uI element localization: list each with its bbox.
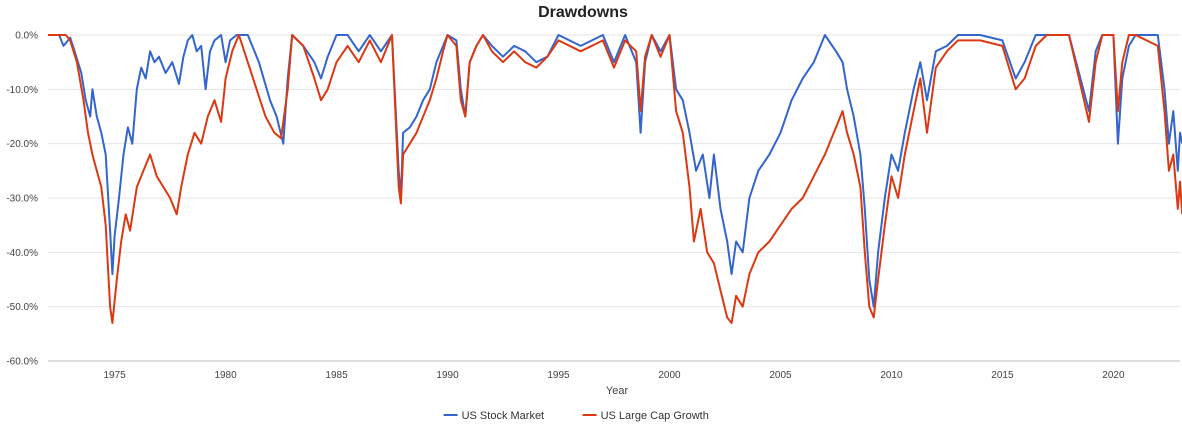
y-axis-tick-labels: 0.0% -10.0% -20.0% -30.0% -40.0% -50.0% -60.0% — [6, 31, 38, 368]
y-tick-label: -10.0% — [6, 85, 38, 96]
legend: US Stock Market US Large Cap Growth — [443, 410, 709, 422]
chart-title: Drawdowns — [538, 4, 628, 21]
x-axis-label: Year — [606, 385, 629, 397]
series-line-us-large-cap-growth — [48, 34, 1182, 324]
x-tick-label: 2010 — [880, 370, 903, 381]
x-tick-label: 1985 — [325, 370, 348, 381]
y-tick-label: -30.0% — [6, 194, 38, 205]
grid-lines — [48, 34, 1180, 308]
y-tick-label: -50.0% — [6, 302, 38, 313]
x-tick-label: 1990 — [436, 370, 459, 381]
series-lines — [48, 34, 1182, 324]
x-tick-label: 1975 — [103, 370, 126, 381]
x-tick-label: 2000 — [658, 370, 681, 381]
x-tick-label: 1980 — [214, 370, 237, 381]
legend-label-us-large-cap-growth: US Large Cap Growth — [601, 410, 709, 422]
x-tick-label: 2005 — [769, 370, 792, 381]
legend-label-us-stock-market: US Stock Market — [462, 410, 545, 422]
y-tick-label: -40.0% — [6, 248, 38, 259]
y-tick-label: 0.0% — [15, 31, 38, 42]
x-tick-label: 2020 — [1102, 370, 1125, 381]
y-tick-label: -60.0% — [6, 357, 38, 368]
series-line-us-stock-market — [48, 34, 1182, 308]
x-axis-tick-labels: 1975 1980 1985 1990 1995 2000 2005 2010 2015 2020 — [103, 370, 1125, 381]
y-tick-label: -20.0% — [6, 139, 38, 150]
x-tick-label: 1995 — [547, 370, 570, 381]
x-tick-label: 2015 — [991, 370, 1014, 381]
